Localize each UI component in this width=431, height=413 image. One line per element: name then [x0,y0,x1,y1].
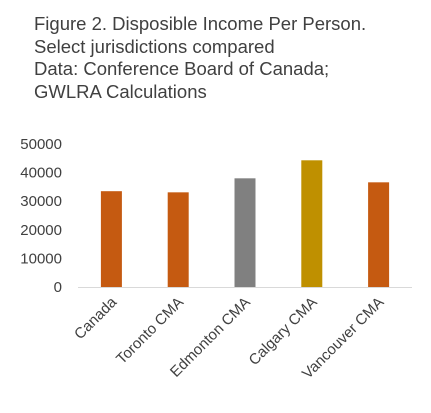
y-tick-label: 10000 [20,250,62,267]
x-category-label: Toronto CMA [113,294,187,368]
bar-edmonton-cma [234,178,256,287]
x-category-label: Calgary CMA [246,294,321,369]
y-tick-label: 50000 [20,136,62,153]
y-tick-label: 40000 [20,165,62,182]
bar-calgary-cma [301,160,323,287]
y-tick-label: 0 [54,279,62,296]
x-category-label: Canada [71,293,121,343]
bar-canada [100,191,122,287]
chart-title-line-3: Data: Conference Board of Canada; [34,58,330,79]
y-axis-tick-labels: 0 10000 20000 30000 40000 50000 [20,136,62,296]
chart-title-line-2: Select jurisdictions compared [34,35,275,57]
chart-title: Figure 2. Disposible Income Per Person. … [34,13,424,103]
chart-title-line-4: GWLRA Calculations [34,80,207,102]
bar-toronto-cma [167,192,189,287]
y-tick-label: 20000 [20,222,62,239]
chart-title-line-1: Figure 2. Disposible Income Per Person. [34,13,367,34]
y-tick-label: 30000 [20,193,62,210]
bars [100,160,390,287]
bar-vancouver-cma [368,182,390,287]
